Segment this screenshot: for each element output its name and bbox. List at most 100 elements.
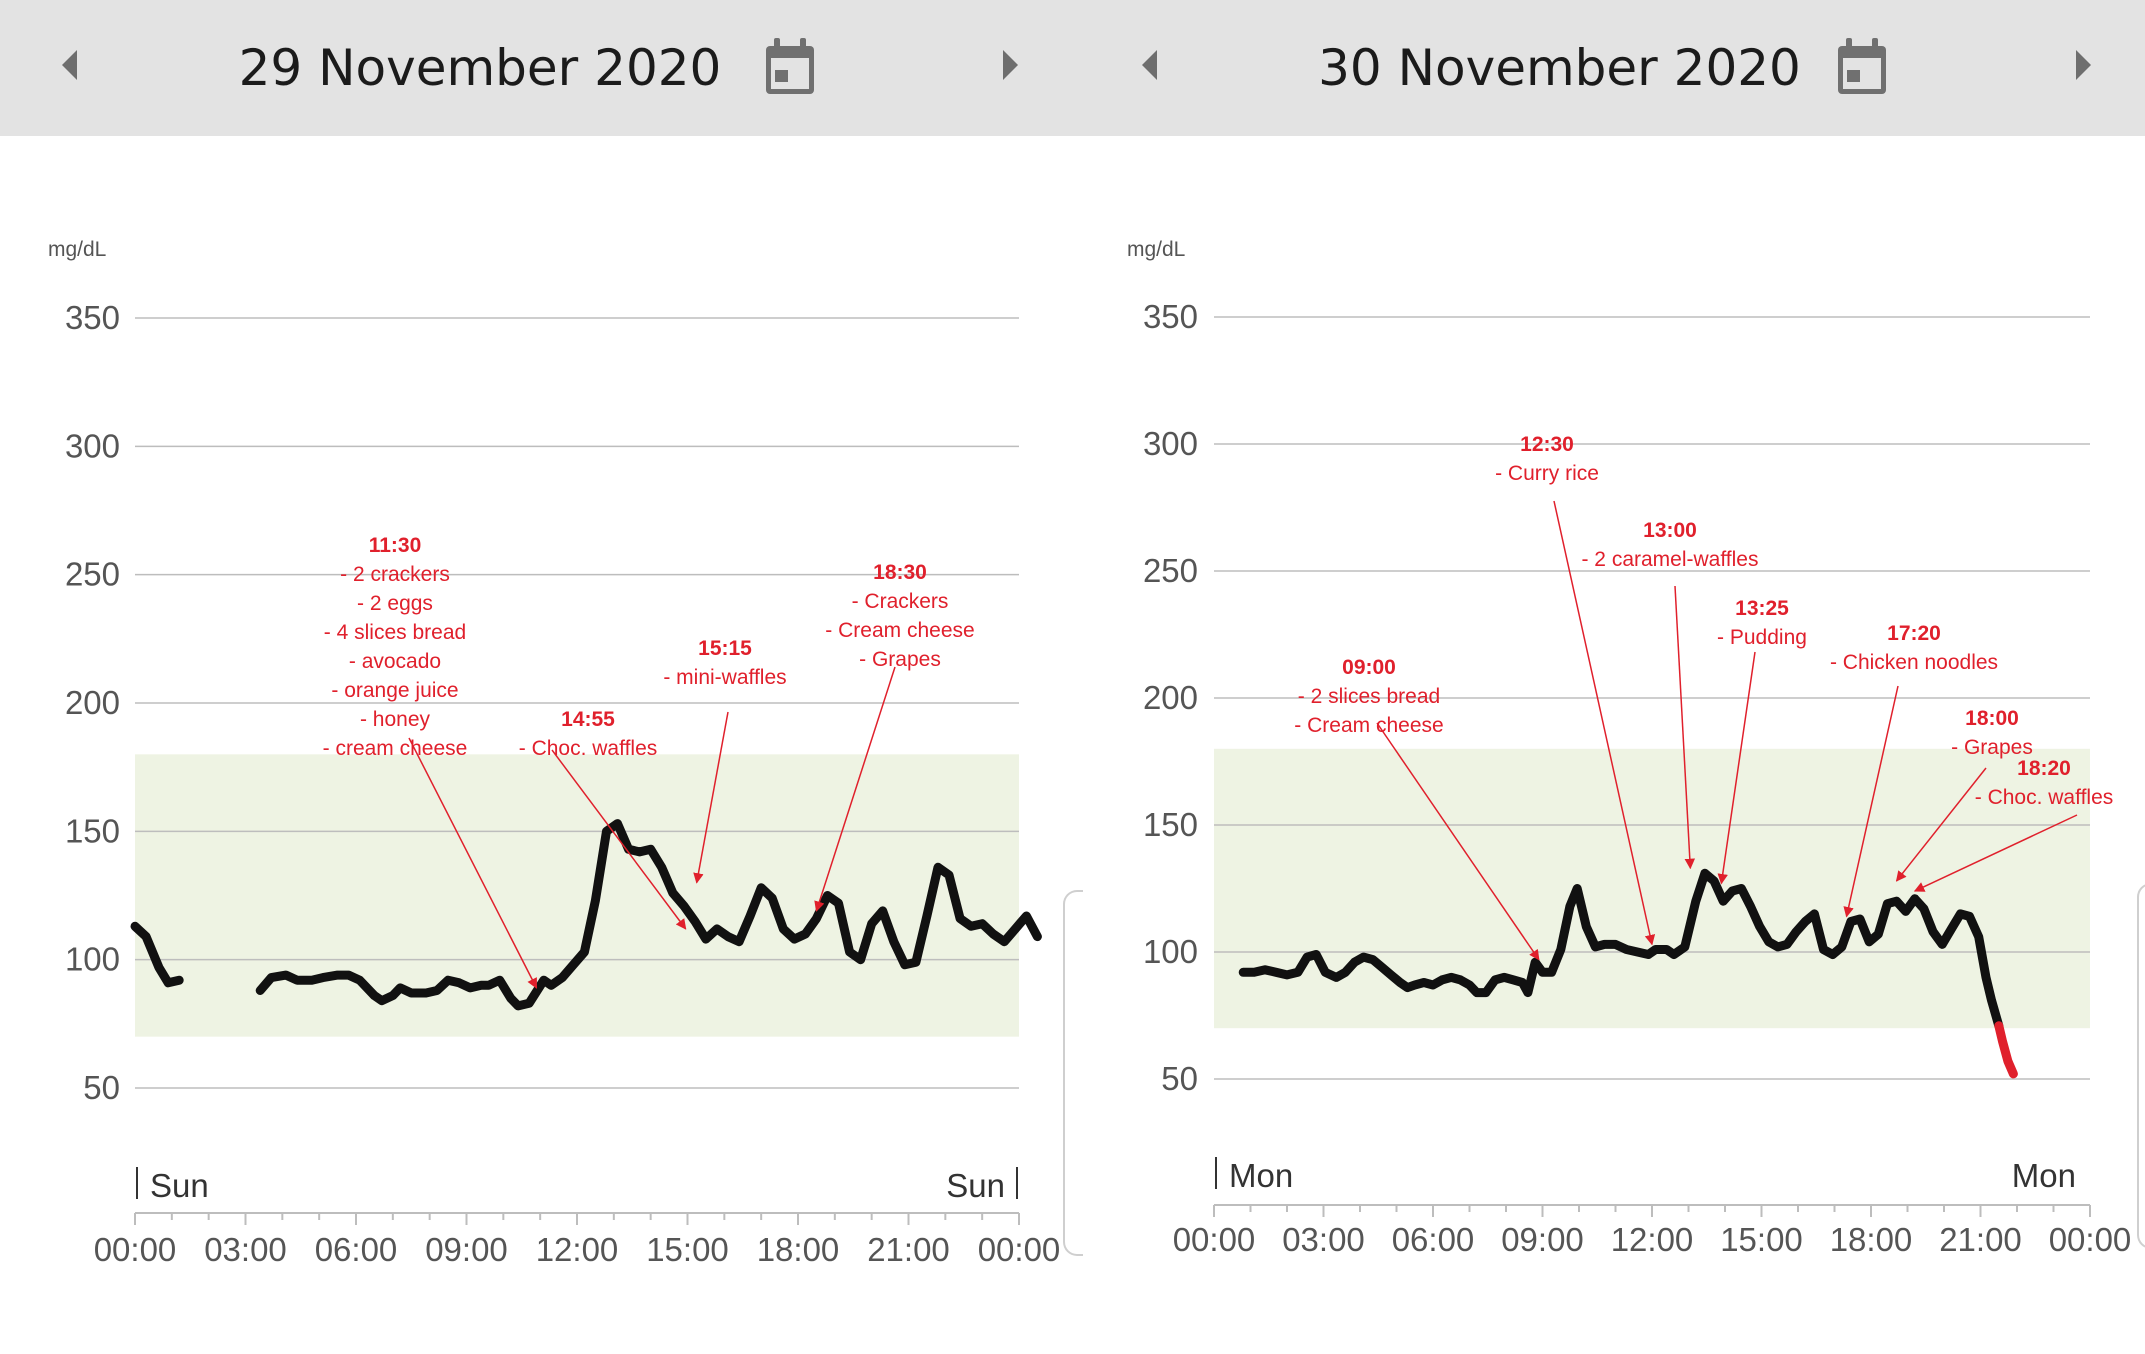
glucose-low-line: [1994, 1021, 2018, 1079]
day-start-label: Sun: [150, 1167, 209, 1204]
annotation-1720: 17:20 - Chicken noodles: [1830, 622, 1998, 918]
target-range-band: [1214, 748, 2090, 1029]
previous-day-chevron-left-icon[interactable]: [1142, 50, 1157, 80]
y-tick-label: 200: [1143, 679, 1198, 716]
x-tick-label: 06:00: [1392, 1221, 1475, 1258]
x-tick-label: 03:00: [1282, 1221, 1365, 1258]
x-tick-label: 18:00: [757, 1231, 840, 1268]
annotation-time: 11:30: [369, 534, 422, 557]
x-tick-label: 12:00: [536, 1231, 619, 1268]
annotation-text: - honey: [360, 708, 431, 731]
annotation-arrow: [1895, 767, 1987, 882]
annotation-time: 18:20: [2017, 757, 2071, 780]
annotation-arrow: [1553, 500, 1656, 946]
target-range-band: [135, 754, 1019, 1037]
annotation-text: - Pudding: [1717, 626, 1807, 649]
annotation-text: - Cream cheese: [1294, 714, 1443, 737]
x-tick-label: 00:00: [2049, 1221, 2132, 1258]
annotation-text: - Cream cheese: [825, 619, 974, 642]
annotation-text: - 2 eggs: [357, 592, 433, 615]
annotation-text: - 2 caramel-waffles: [1581, 548, 1758, 571]
annotation-time: 17:20: [1887, 622, 1941, 645]
annotation-arrow: [814, 666, 896, 912]
annotation-time: 13:00: [1643, 519, 1697, 542]
date-title: 30 November 2020: [1318, 39, 1801, 97]
y-tick-label: 150: [65, 812, 120, 849]
annotation-1230: 12:30 - Curry rice: [1495, 433, 1656, 946]
glucose-line: [130, 921, 184, 988]
annotation-text: - Curry rice: [1495, 462, 1599, 485]
annotation-time: 09:00: [1342, 656, 1396, 679]
annotation-arrow: [1376, 722, 1540, 961]
y-tick-label: 300: [1143, 425, 1198, 462]
annotation-text: - Grapes: [859, 648, 941, 671]
annotation-arrow: [693, 711, 729, 884]
annotation-text: - Crackers: [852, 590, 949, 613]
glucose-chart: mg/dL 50 100 150 200 250 300 350 00:00 03:00 06:00…: [48, 238, 1060, 1268]
x-tick-label: 12:00: [1611, 1221, 1694, 1258]
annotation-time: 13:25: [1735, 597, 1789, 620]
y-tick-label: 250: [1143, 552, 1198, 589]
x-tick-label: 21:00: [867, 1231, 950, 1268]
annotation-time: 15:15: [698, 637, 752, 660]
next-day-chevron-right-icon[interactable]: [1003, 50, 1018, 80]
y-tick-label: 50: [83, 1069, 120, 1106]
x-tick-label: 00:00: [94, 1231, 177, 1268]
annotation-1830: 18:30 - Crackers - Cream cheese - Grapes: [814, 561, 975, 912]
y-tick-label: 350: [65, 299, 120, 336]
previous-day-chevron-left-icon[interactable]: [62, 50, 77, 80]
glucose-line: [1238, 868, 2004, 1031]
annotation-arrow: [1717, 651, 1756, 885]
next-day-chevron-right-icon[interactable]: [2076, 50, 2091, 80]
annotation-1130: 11:30 - 2 crackers - 2 eggs - 4 slices brea…: [323, 534, 538, 989]
annotation-1820: 18:20 - Choc. waffles: [1913, 757, 2114, 892]
annotation-arrow: [1913, 814, 2078, 892]
y-tick-label: 150: [1143, 806, 1198, 843]
x-tick-label: 00:00: [1173, 1221, 1256, 1258]
day-start-label: Mon: [1229, 1157, 1293, 1194]
calendar-icon[interactable]: [1832, 34, 1892, 98]
annotation-time: 18:00: [1965, 707, 2019, 730]
annotation-time: 12:30: [1520, 433, 1574, 456]
annotation-text: - Choc. waffles: [519, 737, 658, 760]
scroll-edge-indicator[interactable]: [2137, 883, 2145, 1249]
calendar-icon[interactable]: [760, 34, 820, 98]
y-tick-label: 50: [1161, 1060, 1198, 1097]
annotation-text: - Choc. waffles: [1975, 786, 2114, 809]
annotation-text: - 2 crackers: [340, 563, 450, 586]
x-tick-label: 15:00: [646, 1231, 729, 1268]
x-tick-label: 21:00: [1939, 1221, 2022, 1258]
chart-panel-right: 30 November 2020 mg/dL 50 100 150 200 250 300 3…: [1082, 0, 2145, 1354]
annotation-1325: 13:25 - Pudding: [1717, 597, 1807, 885]
x-tick-label: 15:00: [1720, 1221, 1803, 1258]
annotation-time: 18:30: [873, 561, 927, 584]
x-tick-label: 09:00: [425, 1231, 508, 1268]
glucose-chart: mg/dL 50 100 150 200 250 300 350 00:00 03:00 06:00…: [1127, 238, 2132, 1258]
date-title: 29 November 2020: [238, 39, 722, 97]
annotation-text: - Chicken noodles: [1830, 651, 1998, 674]
y-unit-label: mg/dL: [48, 238, 106, 261]
scroll-edge-indicator[interactable]: [1063, 890, 1083, 1256]
annotation-text: - cream cheese: [323, 737, 468, 760]
y-tick-label: 200: [65, 684, 120, 721]
annotation-arrow: [551, 749, 687, 930]
day-end-label: Sun: [946, 1167, 1005, 1204]
y-tick-label: 350: [1143, 298, 1198, 335]
annotation-text: - 4 slices bread: [324, 621, 466, 644]
annotation-1455: 14:55 - Choc. waffles: [519, 708, 687, 930]
x-tick-label: 06:00: [315, 1231, 398, 1268]
y-tick-label: 300: [65, 427, 120, 464]
annotation-text: - Grapes: [1951, 736, 2033, 759]
x-tick-label: 09:00: [1501, 1221, 1584, 1258]
annotation-text: - orange juice: [331, 679, 458, 702]
x-tick-label: 18:00: [1830, 1221, 1913, 1258]
x-tick-label: 03:00: [204, 1231, 287, 1268]
annotation-text: - 2 slices bread: [1298, 685, 1440, 708]
date-header: 29 November 2020: [0, 0, 1082, 136]
glucose-line: [255, 819, 1042, 1011]
annotation-1300: 13:00 - 2 caramel-waffles: [1581, 519, 1759, 870]
chart-panel-left: 29 November 2020 mg/dL 50 100 150 200 250 300 3…: [0, 0, 1083, 1268]
day-end-label: Mon: [2012, 1157, 2076, 1194]
annotation-arrow: [408, 737, 538, 989]
y-unit-label: mg/dL: [1127, 238, 1185, 261]
